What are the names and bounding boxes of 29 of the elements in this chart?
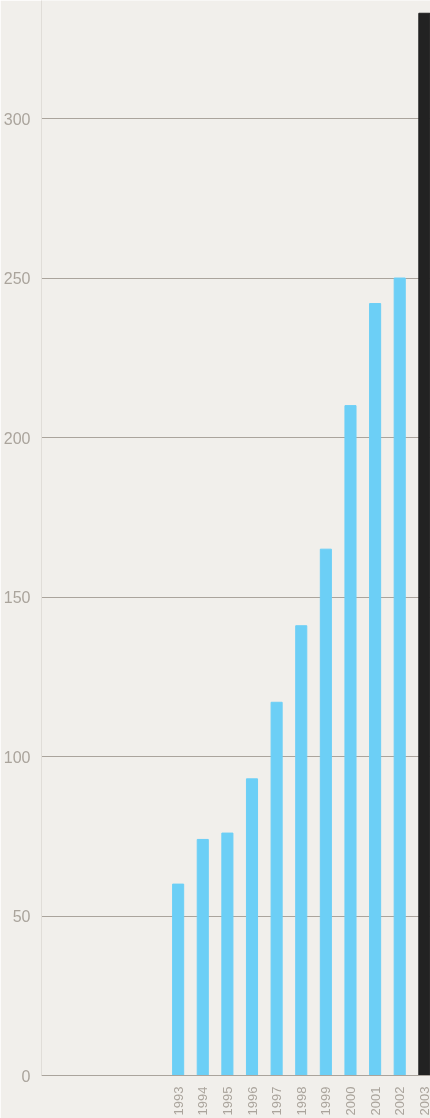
x-tick-label: 2002 [392, 1086, 408, 1116]
bar [319, 548, 332, 1076]
bar [295, 625, 308, 1076]
y-tick-label: 0 [21, 1067, 31, 1085]
x-tick-label: 1997 [269, 1086, 285, 1116]
bar [344, 405, 357, 1076]
x-tick-label: 1995 [219, 1086, 235, 1116]
x-tick-label: 1996 [244, 1086, 260, 1116]
y-tick-label: 200 [3, 429, 31, 447]
y-tick-label: 150 [3, 589, 31, 607]
bar [393, 277, 406, 1076]
bar [270, 701, 283, 1076]
bar [196, 838, 209, 1076]
bar [369, 303, 382, 1076]
x-tick-label: 2001 [367, 1086, 383, 1116]
bar [418, 12, 430, 1076]
x-tick-label: 2000 [342, 1086, 358, 1116]
bar [172, 883, 185, 1076]
x-tick-label: 1998 [293, 1086, 309, 1116]
y-tick-label: 100 [3, 748, 31, 766]
y-tick-label: 300 [3, 110, 31, 128]
x-tick-label: 1994 [195, 1086, 211, 1116]
bar [221, 832, 234, 1076]
y-tick-label: 250 [3, 270, 31, 288]
x-tick-label: 2003 [416, 1086, 430, 1116]
y-tick-label: 50 [12, 908, 31, 925]
x-tick-label: 1999 [318, 1086, 334, 1116]
x-tick-label: 1993 [170, 1086, 186, 1116]
bar [245, 778, 259, 1076]
